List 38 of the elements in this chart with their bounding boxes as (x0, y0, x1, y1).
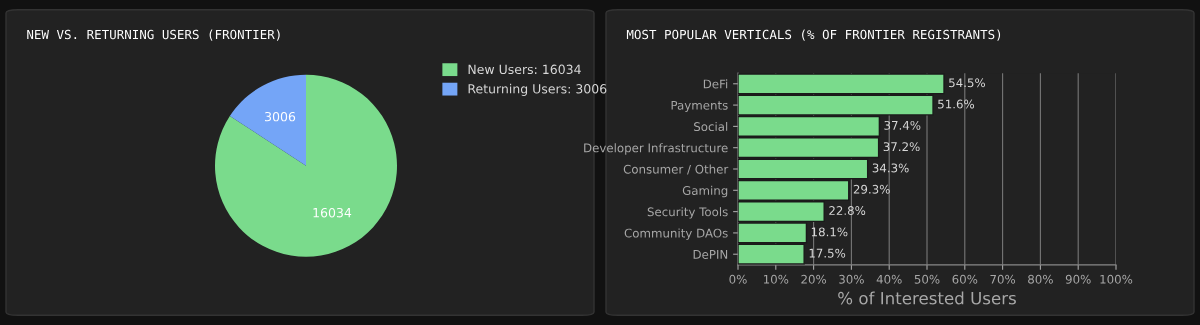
legend-label: Returning Users: 3006 (468, 83, 607, 96)
y-tick-label: Payments (671, 100, 728, 113)
x-tick-label: 60% (952, 274, 978, 284)
pie-slice (215, 74, 397, 257)
data-label: 18.1% (811, 227, 848, 237)
y-tick-label: DePIN (693, 250, 728, 259)
data-label: 51.6% (938, 99, 975, 109)
data-label: 54.5% (949, 78, 986, 88)
y-tick-label: DeFi (703, 79, 728, 89)
y-tick-label: Gaming (682, 185, 728, 198)
data-label: 34.3% (872, 163, 909, 173)
data-label: 29.3% (853, 184, 890, 194)
x-tick-label: 50% (914, 274, 940, 284)
x-tick-label: 20% (801, 274, 827, 284)
y-tick-label: Developer Infrastructure (584, 143, 728, 155)
data-label: 3006 (265, 111, 296, 122)
y-tick-label: Security Tools (647, 207, 728, 219)
y-tick-label: Social (694, 121, 728, 132)
x-tick-label: 100% (1100, 274, 1133, 284)
x-tick-label: 90% (1065, 274, 1091, 284)
x-tick-label: 0% (729, 274, 747, 284)
data-label: 37.2% (883, 142, 920, 152)
y-tick-label: Community DAOs (624, 228, 728, 240)
data-label: 17.5% (809, 248, 846, 258)
x-tick-label: 40% (876, 274, 902, 284)
pie-slice (229, 74, 306, 166)
legend-label: New Users: 16034 (468, 64, 581, 75)
chart-title: NEW VS. RETURNING USERS (FRONTIER) (27, 29, 280, 41)
x-tick-label: 70% (990, 274, 1016, 284)
data-label: 37.4% (884, 120, 921, 130)
x-tick-label: 80% (1028, 274, 1053, 284)
x-axis-title: % of Interested Users (838, 291, 1016, 305)
data-label: 16034 (313, 207, 352, 218)
y-tick-label: Consumer / Other (623, 164, 729, 175)
x-tick-label: 10% (763, 274, 789, 284)
x-tick-label: 30% (839, 274, 864, 284)
data-label: 22.8% (829, 206, 866, 216)
chart-title: MOST POPULAR VERTICALS (% OF FRONTIER REGISTRANTS) (626, 29, 1001, 41)
